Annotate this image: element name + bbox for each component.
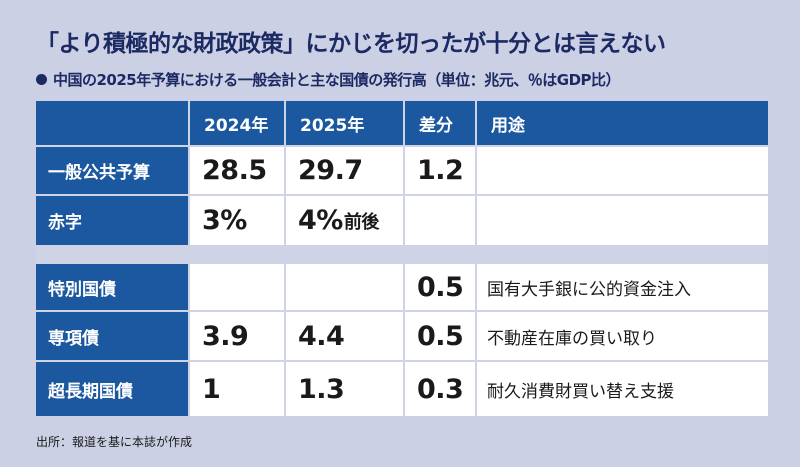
subtitle-text: 中国の2025年予算における一般会計と主な国債の発行高（単位：兆元、％はGDP比… — [53, 71, 621, 89]
value-text: 29.7 — [298, 155, 363, 186]
cell-general-budget-use — [477, 147, 768, 194]
header-cell-diff: 差分 — [405, 101, 475, 145]
source-note: 出所：報道を基に本誌が作成 — [36, 435, 193, 449]
value-text: 4% — [298, 205, 343, 236]
bullet-icon — [36, 74, 47, 85]
cell-general-budget-2025: 29.7 — [286, 147, 403, 194]
cell-special-purpose-bonds-2024: 3.9 — [190, 312, 284, 360]
page-title: 「より積極的な財政政策」にかじを切ったが十分とは言えない — [36, 31, 666, 57]
cell-special-bonds-2024 — [190, 264, 284, 310]
cell-ultra-long-bonds-2024: 1 — [190, 362, 284, 416]
cell-special-purpose-bonds-2025: 4.4 — [286, 312, 403, 360]
cell-special-bonds-use: 国有大手銀に公的資金注入 — [477, 264, 768, 310]
value-text: 4.4 — [298, 320, 345, 352]
cell-ultra-long-bonds-diff: 0.3 — [405, 362, 475, 416]
header-cell-2024: 2024年 — [190, 101, 284, 145]
cell-general-budget-2024: 28.5 — [190, 147, 284, 194]
row-label-general-budget: 一般公共予算 — [36, 147, 188, 194]
cell-general-budget-diff: 1.2 — [405, 147, 475, 194]
cell-special-bonds-2025 — [286, 264, 403, 310]
header-cell-2025: 2025年 — [286, 101, 403, 145]
row-label-special-purpose-bonds: 専項債 — [36, 312, 188, 360]
subtitle: 中国の2025年予算における一般会計と主な国債の発行高（単位：兆元、％はGDP比… — [36, 69, 621, 90]
cell-special-purpose-bonds-use: 不動産在庫の買い取り — [477, 312, 768, 360]
cell-special-bonds-diff: 0.5 — [405, 264, 475, 310]
budget-table: 2024年 2025年 差分 用途 一般公共予算 28.5 29.7 1.2 赤… — [36, 101, 768, 416]
row-label-special-bonds: 特別国債 — [36, 264, 188, 310]
cell-deficit-use — [477, 196, 768, 245]
cell-ultra-long-bonds-use: 耐久消費財買い替え支援 — [477, 362, 768, 416]
cell-deficit-2024: 3% — [190, 196, 284, 245]
header-cell-use: 用途 — [477, 101, 768, 145]
cell-deficit-diff — [405, 196, 475, 245]
cell-ultra-long-bonds-2025: 1.3 — [286, 362, 403, 416]
row-label-ultra-long-bonds: 超長期国債 — [36, 362, 188, 416]
cell-special-purpose-bonds-diff: 0.5 — [405, 312, 475, 360]
row-label-deficit: 赤字 — [36, 196, 188, 245]
cell-deficit-2025: 4% 前後 — [286, 196, 403, 245]
header-cell-label — [36, 101, 188, 145]
value-suffix: 前後 — [343, 211, 380, 233]
value-text: 1.3 — [298, 373, 345, 405]
